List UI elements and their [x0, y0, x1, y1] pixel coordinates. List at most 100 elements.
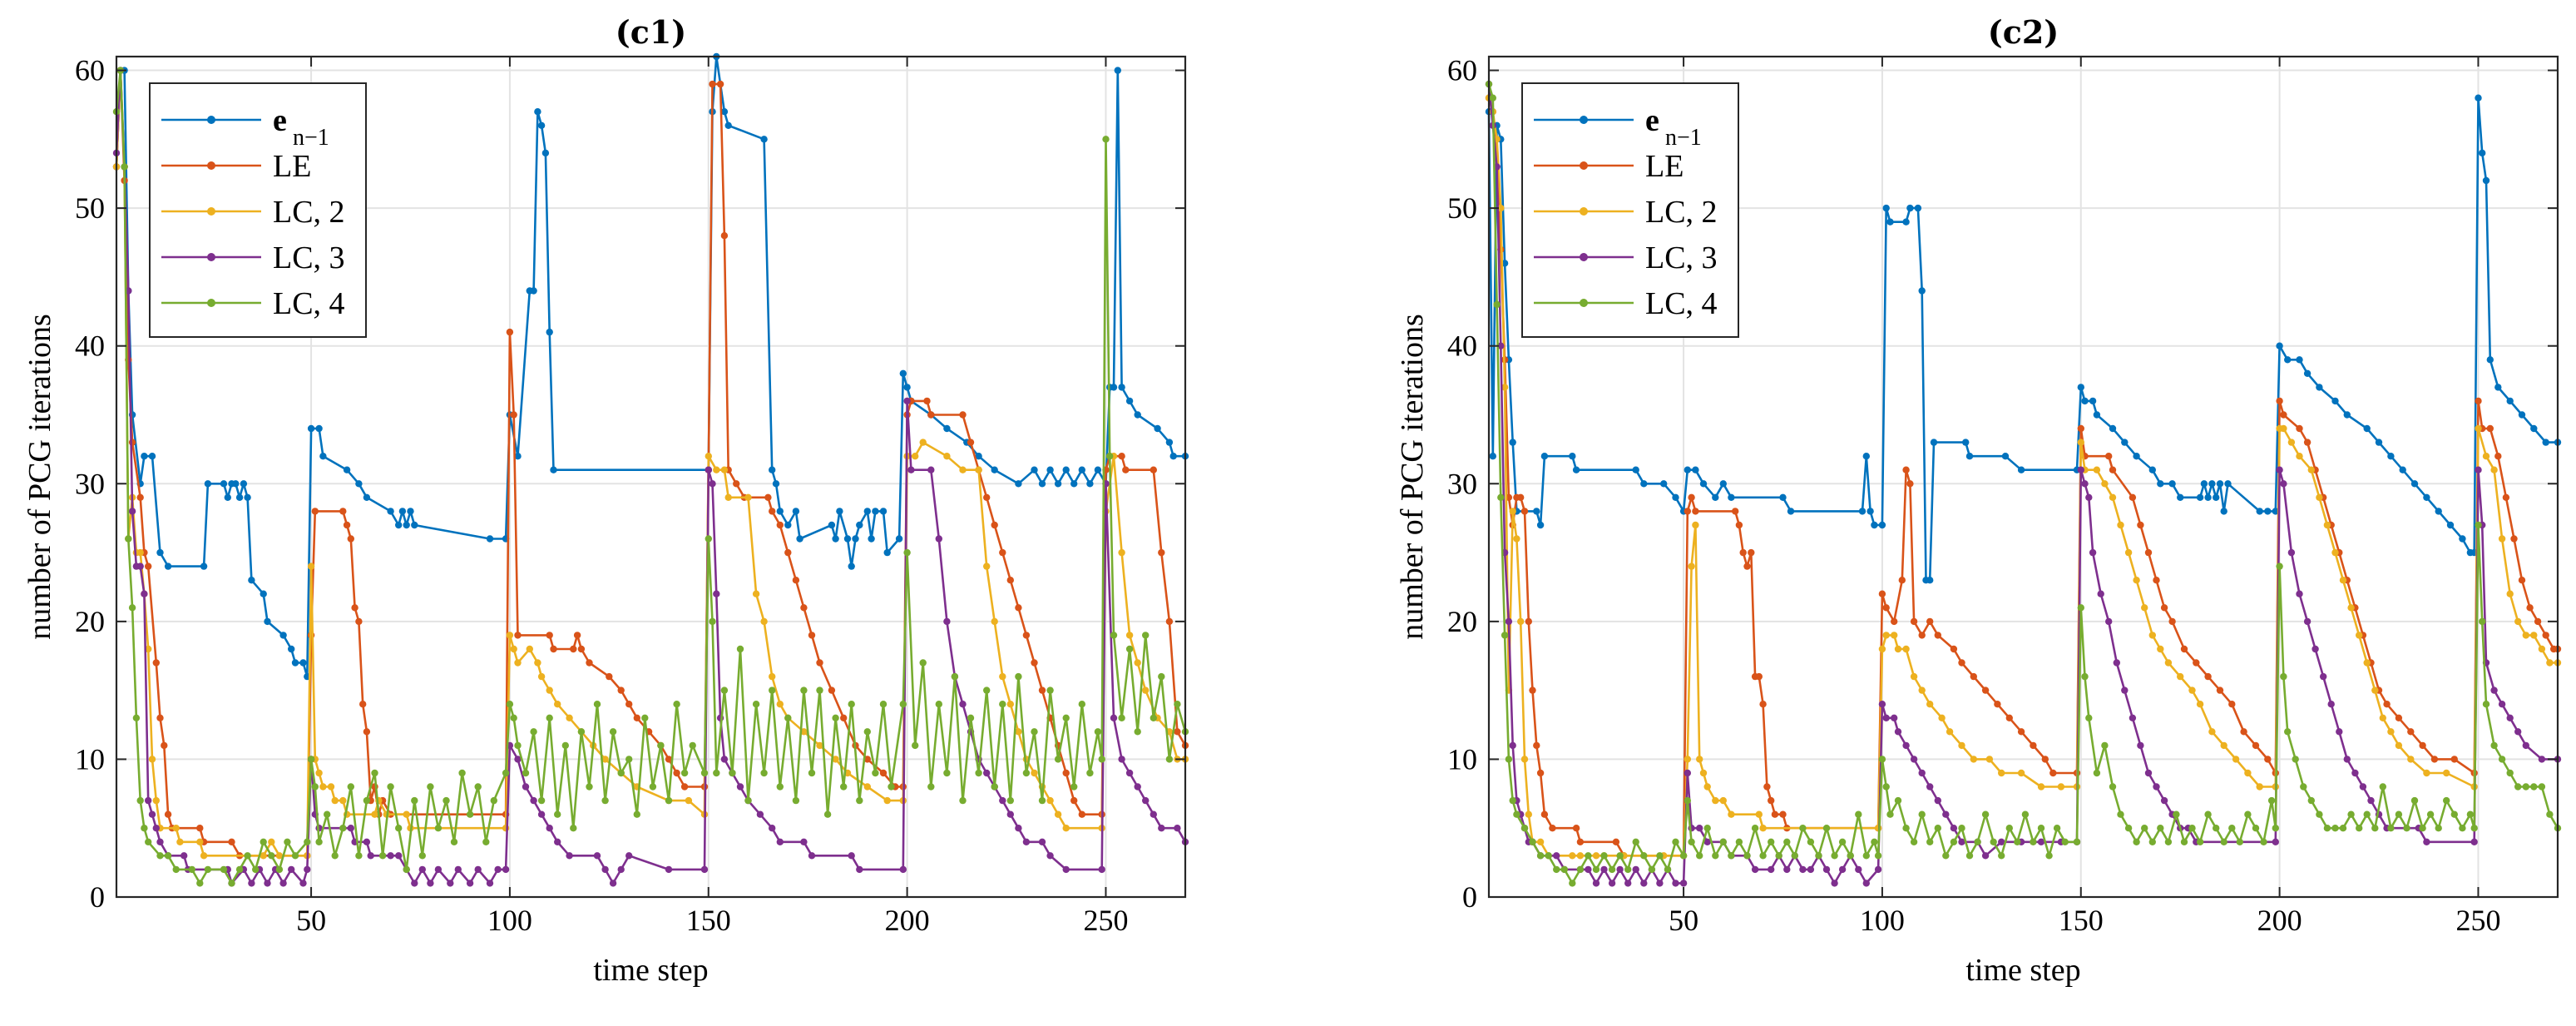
data-point — [307, 756, 315, 763]
data-point — [1094, 728, 1102, 736]
data-point — [447, 880, 454, 887]
data-point — [526, 645, 533, 653]
data-point — [2109, 783, 2117, 791]
data-point — [176, 838, 184, 845]
legend-label: LE — [1645, 149, 1684, 184]
data-point — [2375, 439, 2383, 446]
data-point — [2093, 411, 2101, 419]
data-point — [2137, 521, 2144, 529]
data-point — [2117, 521, 2124, 529]
data-point — [486, 535, 494, 543]
data-point — [1906, 480, 1914, 488]
data-point — [1046, 852, 1054, 860]
data-point — [776, 783, 784, 791]
data-point — [1553, 865, 1560, 874]
data-point — [1517, 493, 1525, 501]
data-point — [2077, 424, 2084, 433]
data-point — [760, 617, 768, 626]
data-point — [907, 466, 915, 473]
data-point — [1158, 672, 1165, 681]
data-point — [744, 796, 752, 805]
data-point — [2482, 176, 2490, 185]
data-point — [593, 701, 601, 708]
data-point — [2403, 825, 2410, 832]
legend-swatch-marker — [207, 207, 215, 216]
data-point — [2379, 714, 2386, 721]
data-point — [2236, 838, 2243, 845]
data-point — [2252, 825, 2260, 832]
data-point — [1656, 852, 1664, 860]
data-point — [752, 590, 760, 597]
legend-label: LC, 2 — [273, 195, 345, 230]
data-point — [232, 480, 240, 488]
data-point — [784, 548, 792, 557]
y-axis-label: number of PCG iterations — [1395, 314, 1430, 640]
data-point — [2475, 397, 2482, 405]
data-point — [991, 783, 998, 791]
data-point — [1616, 865, 1624, 874]
data-point — [275, 865, 284, 874]
data-point — [2284, 728, 2292, 736]
data-point — [823, 810, 832, 818]
data-point — [2216, 686, 2224, 694]
data-point — [641, 714, 649, 721]
data-point — [1768, 865, 1775, 874]
data-point — [828, 521, 836, 529]
data-point — [1688, 838, 1695, 845]
data-point — [772, 480, 780, 488]
data-point — [1015, 825, 1022, 832]
data-point — [1560, 865, 1569, 874]
data-point — [1046, 686, 1054, 694]
data-point — [1536, 852, 1545, 860]
data-point — [633, 810, 640, 818]
data-point — [1950, 825, 1958, 832]
data-point — [1891, 617, 1898, 626]
data-point — [2105, 453, 2113, 460]
data-point — [756, 810, 764, 818]
x-tick-label: 200 — [2257, 904, 2302, 937]
data-point — [848, 701, 855, 708]
data-point — [1086, 769, 1094, 777]
legend-swatch-marker — [207, 253, 215, 261]
data-point — [2264, 508, 2272, 515]
data-point — [1958, 825, 1965, 832]
data-point — [1600, 852, 1608, 860]
x-axis-label: time step — [593, 953, 708, 988]
data-point — [220, 865, 228, 874]
legend-label: e — [1645, 103, 1659, 138]
legend-swatch-marker — [1580, 299, 1588, 307]
data-point — [1728, 852, 1735, 860]
data-point — [927, 466, 935, 473]
data-point — [434, 825, 443, 832]
data-point — [2316, 810, 2323, 818]
data-point — [1779, 493, 1787, 501]
data-point — [1759, 701, 1767, 708]
data-point — [577, 645, 586, 653]
data-point — [2256, 508, 2263, 515]
data-point — [2518, 411, 2526, 419]
data-point — [228, 880, 235, 887]
data-point — [482, 838, 490, 845]
data-point — [1878, 701, 1886, 708]
data-point — [1831, 852, 1838, 860]
data-point — [2446, 521, 2455, 529]
data-point — [2522, 783, 2529, 791]
data-point — [1533, 741, 1540, 750]
data-point — [152, 825, 160, 832]
data-point — [2296, 424, 2303, 433]
data-point — [2121, 439, 2129, 446]
data-point — [2510, 535, 2518, 543]
data-point — [1894, 796, 1902, 805]
data-point — [2506, 590, 2514, 597]
data-point — [2160, 796, 2168, 805]
x-tick-label: 150 — [686, 904, 731, 937]
data-point — [339, 825, 347, 832]
data-point — [1719, 480, 1727, 488]
data-point — [2168, 617, 2176, 626]
data-point — [1759, 825, 1767, 832]
data-point — [1513, 535, 1520, 543]
data-point — [387, 783, 394, 791]
legend-box — [149, 82, 367, 338]
data-point — [2470, 838, 2478, 845]
